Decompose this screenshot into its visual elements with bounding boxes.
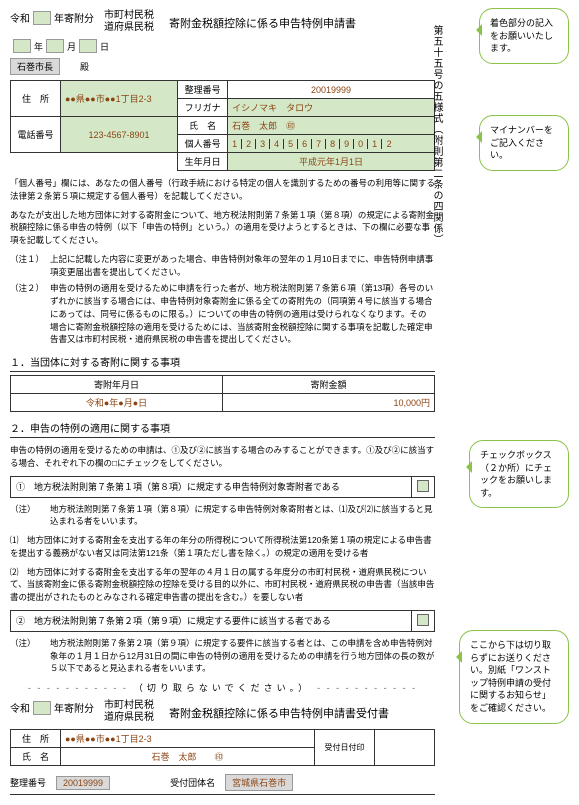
receipt-header: 令和 年寄附分 市町村民税 道府県民税 寄附金税額控除に係る申告特例申請書受付書 bbox=[10, 700, 435, 724]
receipt-org-value: 宮城県石巻市 bbox=[225, 774, 293, 791]
callout-bottom: ここから下は切り取らずにお送りください。別紙「ワンストップ特例申請の受付に関する… bbox=[459, 630, 569, 724]
cut-line: （切り取らないでください。） bbox=[10, 681, 435, 694]
applicant-table: 住 所 ●●県●●市●●1丁目2-3 整理番号 20019999 フリガナ イシ… bbox=[10, 80, 435, 171]
birth-value[interactable]: 平成元年1月1日 bbox=[228, 153, 435, 171]
year-input[interactable] bbox=[33, 11, 51, 25]
note2-label: （注２） bbox=[10, 282, 50, 346]
section1-title: １．当団体に対する寄附に関する事項 bbox=[10, 354, 435, 372]
address-label: 住 所 bbox=[11, 81, 61, 117]
donation-amount-header: 寄附金額 bbox=[223, 376, 435, 394]
kojin-label: 個人番号 bbox=[178, 135, 228, 153]
receipt-stamp-label: 受付日付印 bbox=[315, 730, 375, 766]
mayor-name: 石巻市長 bbox=[10, 58, 60, 75]
note1-label: （注１） bbox=[10, 253, 50, 279]
year-input-2[interactable] bbox=[33, 701, 51, 715]
instruction-2: あなたが支出した地方団体に対する寄附金について、地方税法附則第７条第１項（第８項… bbox=[10, 209, 435, 247]
tax-type-label-2: 市町村民税 道府県民税 bbox=[104, 700, 154, 724]
donation-date-value: 令和●年●月●日 bbox=[11, 394, 223, 412]
note2-text: 申告の特例の適用を受けるために申請を行った者が、地方税法附則第７条第６項（第13… bbox=[50, 282, 435, 346]
seiri-label: 整理番号 bbox=[178, 81, 228, 99]
check2-text: ② 地方税法附則第７条第２項（第９項）に規定する要件に該当する者である bbox=[11, 610, 412, 631]
phone-label: 電話番号 bbox=[11, 117, 61, 153]
donation-date-header: 寄附年月日 bbox=[11, 376, 223, 394]
receipt-seiri-value: 20019999 bbox=[56, 776, 110, 790]
callout-fill-colored: 着色部分の記入をお願いいたします。 bbox=[479, 8, 569, 64]
furigana-label: フリガナ bbox=[178, 99, 228, 117]
receipt-org-label: 受付団体名 bbox=[170, 776, 215, 789]
date-y-input[interactable] bbox=[13, 39, 31, 53]
year-suffix-2: 年寄附分 bbox=[54, 700, 94, 715]
receipt-address-value: ●●県●●市●●1丁目2-3 bbox=[61, 730, 315, 748]
callout-checkbox: チェックボックス（２か所）にチェックをお願いします。 bbox=[469, 440, 569, 508]
era-label-2: 令和 bbox=[10, 700, 30, 715]
era-label: 令和 bbox=[10, 10, 30, 25]
check1-table: ① 地方税法附則第７条第１項（第８項）に規定する申告特例対象寄附者である bbox=[10, 476, 435, 498]
receipt-title: 寄附金税額控除に係る申告特例申請書受付書 bbox=[169, 700, 389, 721]
check2-note-text: 地方税法附則第７条第２項（第９項）に規定する要件に該当する者とは、この申請を含め… bbox=[50, 637, 435, 675]
header: 令和 年寄附分 市町村民税 道府県民税 寄附金税額控除に係る申告特例申請書 bbox=[10, 10, 435, 34]
kojin-value[interactable]: 123456789012 bbox=[228, 135, 435, 153]
section2-title: ２．申告の特例の適用に関する事項 bbox=[10, 420, 435, 438]
document-title: 寄附金税額控除に係る申告特例申請書 bbox=[169, 10, 356, 31]
receipt-name-value: 石巻 太郎 ㊞ bbox=[61, 748, 315, 766]
date-d-input[interactable] bbox=[79, 39, 97, 53]
check1-sub1: ⑴ 地方団体に対する寄附金を支出する年の年分の所得税について所得税法第120条第… bbox=[10, 534, 435, 560]
instruction-1: 「個人番号」欄には、あなたの個人番号（行政手続における特定の個人を識別するための… bbox=[10, 177, 435, 203]
receipt-table: 住 所 ●●県●●市●●1丁目2-3 受付日付印 氏 名 石巻 太郎 ㊞ bbox=[10, 729, 435, 766]
receipt-name-label: 氏 名 bbox=[11, 748, 61, 766]
check1-note-text: 地方税法附則第７条第１項（第８項）に規定する申告特例対象寄附者とは、⑴及び⑵に該… bbox=[50, 503, 435, 529]
check1-sub2: ⑵ 地方団体に対する寄附金を支出する年の翌年の４月１日の属する年度分の市町村民税… bbox=[10, 566, 435, 604]
check2-note-label: （注） bbox=[10, 637, 50, 675]
check2-table: ② 地方税法附則第７条第２項（第９項）に規定する要件に該当する者である bbox=[10, 610, 435, 632]
furigana-value[interactable]: イシノマキ タロウ bbox=[228, 99, 435, 117]
callout-mynumber: マイナンバーをご記入ください。 bbox=[479, 115, 569, 171]
tax-type-label: 市町村民税 道府県民税 bbox=[104, 10, 154, 34]
seiri-value: 20019999 bbox=[228, 81, 435, 99]
donation-table: 寄附年月日寄附金額 令和●年●月●日10,000円 bbox=[10, 375, 435, 412]
donation-amount-value: 10,000円 bbox=[223, 394, 435, 412]
mayor-honorific: 殿 bbox=[80, 60, 89, 73]
check1-note-label: （注） bbox=[10, 503, 50, 529]
checkbox-1[interactable] bbox=[417, 480, 429, 492]
receipt-seiri-label: 整理番号 bbox=[10, 776, 46, 789]
name-label: 氏 名 bbox=[178, 117, 228, 135]
birth-label: 生年月日 bbox=[178, 153, 228, 171]
receipt-address-label: 住 所 bbox=[11, 730, 61, 748]
check1-text: ① 地方税法附則第７条第１項（第８項）に規定する申告特例対象寄附者である bbox=[11, 476, 412, 497]
phone-value[interactable]: 123-4567-8901 bbox=[61, 117, 178, 153]
section2-intro: 申告の特例の適用を受けるための申請は、①及び②に該当する場合のみすることができま… bbox=[10, 444, 435, 470]
form-number-vertical: 第五十五号の五様式（附則第二条の四関係） bbox=[429, 25, 444, 285]
name-value[interactable]: 石巻 太郎 ㊞ bbox=[228, 117, 435, 135]
checkbox-2[interactable] bbox=[417, 614, 429, 626]
address-value[interactable]: ●●県●●市●●1丁目2-3 bbox=[61, 81, 178, 117]
year-suffix: 年寄附分 bbox=[54, 10, 94, 25]
date-m-input[interactable] bbox=[46, 39, 64, 53]
note1-text: 上記に記載した内容に変更があった場合、申告特例対象年の翌年の１月10日までに、申… bbox=[50, 253, 435, 279]
